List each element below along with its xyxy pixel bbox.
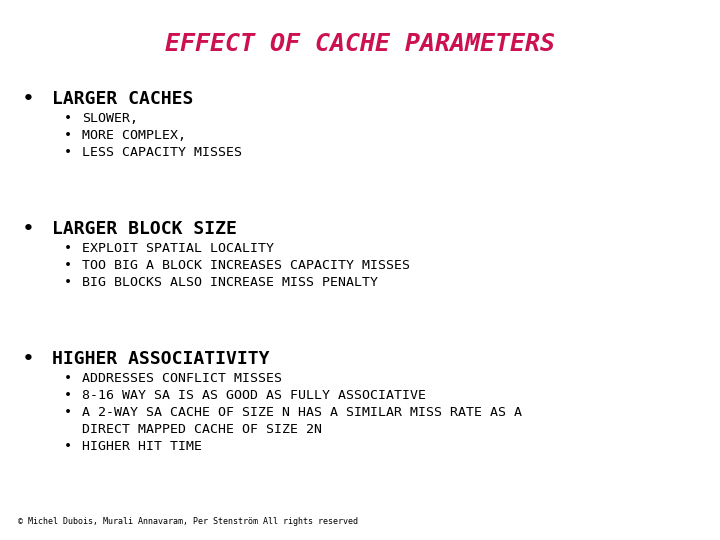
Text: •: • (64, 146, 72, 159)
Text: A 2-WAY SA CACHE OF SIZE N HAS A SIMILAR MISS RATE AS A: A 2-WAY SA CACHE OF SIZE N HAS A SIMILAR… (82, 406, 522, 419)
Text: LESS CAPACITY MISSES: LESS CAPACITY MISSES (82, 146, 242, 159)
Text: LARGER CACHES: LARGER CACHES (52, 90, 194, 108)
Text: •: • (64, 242, 72, 255)
Text: LARGER BLOCK SIZE: LARGER BLOCK SIZE (52, 220, 237, 238)
Text: HIGHER HIT TIME: HIGHER HIT TIME (82, 440, 202, 453)
Text: •: • (64, 389, 72, 402)
Text: © Michel Dubois, Murali Annavaram, Per Stenström All rights reserved: © Michel Dubois, Murali Annavaram, Per S… (18, 517, 358, 526)
Text: BIG BLOCKS ALSO INCREASE MISS PENALTY: BIG BLOCKS ALSO INCREASE MISS PENALTY (82, 276, 378, 289)
Text: •: • (64, 112, 72, 125)
Text: EFFECT OF CACHE PARAMETERS: EFFECT OF CACHE PARAMETERS (165, 32, 555, 56)
Text: •: • (64, 440, 72, 453)
Text: MORE COMPLEX,: MORE COMPLEX, (82, 129, 186, 142)
Text: •: • (64, 406, 72, 419)
Text: 8-16 WAY SA IS AS GOOD AS FULLY ASSOCIATIVE: 8-16 WAY SA IS AS GOOD AS FULLY ASSOCIAT… (82, 389, 426, 402)
Text: •: • (22, 350, 33, 368)
Text: DIRECT MAPPED CACHE OF SIZE 2N: DIRECT MAPPED CACHE OF SIZE 2N (82, 423, 322, 436)
Text: •: • (64, 372, 72, 385)
Text: •: • (64, 259, 72, 272)
Text: •: • (22, 220, 33, 238)
Text: HIGHER ASSOCIATIVITY: HIGHER ASSOCIATIVITY (52, 350, 269, 368)
Text: TOO BIG A BLOCK INCREASES CAPACITY MISSES: TOO BIG A BLOCK INCREASES CAPACITY MISSE… (82, 259, 410, 272)
Text: ADDRESSES CONFLICT MISSES: ADDRESSES CONFLICT MISSES (82, 372, 282, 385)
Text: •: • (64, 276, 72, 289)
Text: EXPLOIT SPATIAL LOCALITY: EXPLOIT SPATIAL LOCALITY (82, 242, 274, 255)
Text: •: • (64, 129, 72, 142)
Text: •: • (22, 90, 33, 108)
Text: SLOWER,: SLOWER, (82, 112, 138, 125)
